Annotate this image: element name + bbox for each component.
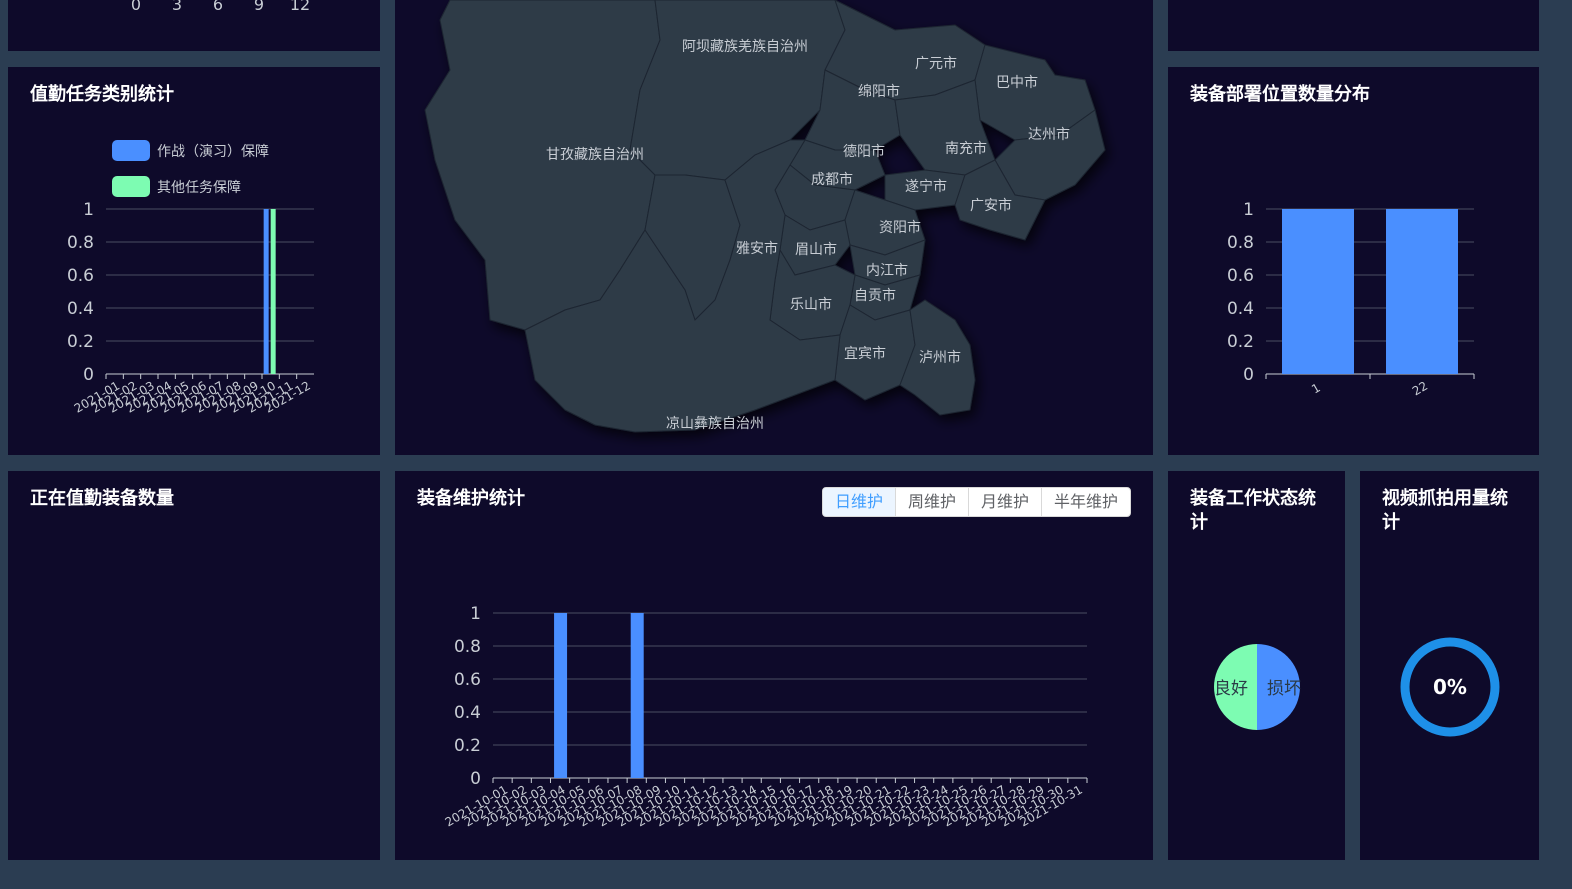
map-region-label: 南充市	[945, 140, 987, 157]
map-region-shape[interactable]	[899, 299, 976, 416]
map-panel: 阿坝藏族羌族自治州广元市巴中市绵阳市甘孜藏族自治州 德阳市 南充市 达州市成都市 遂宁市…	[395, 0, 1153, 455]
bar	[554, 613, 568, 778]
x-tick-label: 3	[172, 0, 182, 14]
map-region-label: 遂宁市	[905, 178, 947, 195]
top-left-axis: 0 3 6 9 12	[131, 0, 310, 14]
gauge-ring	[1400, 637, 1500, 737]
top-left-panel: 0 3 6 9 12	[8, 0, 380, 51]
map-region-label: 雅安市	[736, 240, 778, 257]
panel-title: 装备工作状态统计	[1190, 488, 1316, 533]
y-tick-label: 0	[1243, 365, 1254, 385]
maintenance-chart: 00.20.40.60.812021-10-012021-10-022021-1…	[443, 604, 1088, 829]
map-region-label: 凉山彝族自治州	[666, 416, 764, 432]
bar	[1386, 209, 1458, 374]
map-region-label: 巴中市	[996, 74, 1038, 91]
x-tick-label: 6	[213, 0, 223, 14]
work-status-pie: 良好 损坏	[1214, 644, 1301, 730]
y-tick-label: 0	[470, 769, 481, 789]
pie-slice	[1214, 644, 1257, 730]
y-tick-label: 0.8	[1227, 233, 1254, 253]
x-tick-label: 12	[290, 0, 310, 14]
pie-slice	[1257, 644, 1300, 730]
map-region-label: 绵阳市	[858, 83, 900, 100]
y-tick-label: 0.6	[67, 266, 94, 286]
tab-weekly[interactable]: 周维护	[894, 488, 968, 516]
x-tick-label: 9	[254, 0, 264, 14]
map-region-label: 达州市	[1028, 126, 1070, 143]
work-status-panel: 装备工作状态统计 良好 损坏	[1168, 471, 1345, 860]
map-region-label: 甘孜藏族自治州	[546, 147, 644, 163]
y-tick-label: 0.2	[67, 332, 94, 352]
tab-half-year[interactable]: 半年维护	[1040, 488, 1130, 516]
map-region-label: 内江市	[866, 262, 908, 279]
y-tick-label: 0.4	[454, 703, 481, 723]
panel-title: 装备维护统计	[417, 488, 525, 509]
y-tick-label: 0.4	[67, 299, 94, 319]
y-tick-label: 0.4	[1227, 299, 1254, 319]
map-region-label: 自贡市	[854, 287, 896, 304]
bar	[263, 209, 269, 374]
pie-label: 良好	[1214, 679, 1248, 699]
map-region-label: 眉山市	[795, 241, 837, 258]
map-region-label: 宜宾市	[844, 345, 886, 362]
map-region-label: 广安市	[970, 197, 1012, 214]
y-tick-label: 0.2	[454, 736, 481, 756]
on-duty-panel: 正在值勤装备数量	[8, 471, 380, 860]
panel-title: 正在值勤装备数量	[30, 488, 174, 509]
deploy-chart: 0 0.2 0.4 0.6 0.8 1 1 22	[1227, 200, 1475, 399]
x-tick-label: 1	[1309, 381, 1323, 397]
legend-label: 其他任务保障	[157, 180, 241, 196]
y-tick-label: 1	[83, 200, 94, 220]
panel-title: 装备部署位置数量分布	[1190, 84, 1370, 105]
legend-swatch	[112, 176, 150, 197]
x-tick-label: 22	[1410, 379, 1430, 399]
bar	[630, 613, 644, 778]
y-tick-label: 1	[470, 604, 481, 624]
y-tick-label: 0.6	[454, 670, 481, 690]
x-tick-label: 0	[131, 0, 141, 14]
y-tick-label: 1	[1243, 200, 1254, 220]
bar	[1282, 209, 1354, 374]
bar	[270, 209, 276, 374]
video-panel: 视频抓拍用量统计 0%	[1360, 471, 1539, 860]
deploy-panel: 装备部署位置数量分布 0 0.2 0.4 0.6 0.8 1 1 22	[1168, 67, 1539, 455]
duty-category-chart: 作战（演习）保障其他任务保障00.20.40.60.812021-012021-…	[67, 140, 314, 416]
map-region-shape[interactable]	[954, 159, 1046, 241]
map-region-label: 资阳市	[879, 219, 921, 236]
pie-label: 损坏	[1267, 679, 1301, 699]
map-region-label: 阿坝藏族羌族自治州	[682, 39, 808, 55]
map-region-label: 德阳市	[843, 143, 885, 160]
maintenance-period-tabs: 日维护 周维护 月维护 半年维护	[821, 487, 1131, 517]
map-region-shape[interactable]	[524, 139, 841, 433]
legend-swatch	[112, 140, 150, 161]
y-tick-label: 0.2	[1227, 332, 1254, 352]
map-region-label: 泸州市	[919, 349, 961, 366]
y-tick-label: 0.6	[1227, 266, 1254, 286]
panel-title: 值勤任务类别统计	[30, 84, 174, 105]
duty-category-panel: 值勤任务类别统计 作战（演习）保障 其他任务保障 0 0.2 0.4 0.6 0.8 1 202…	[8, 67, 380, 455]
y-tick-label: 0	[83, 365, 94, 385]
y-tick-label: 0.8	[67, 233, 94, 253]
tab-monthly[interactable]: 月维护	[967, 488, 1041, 516]
tab-daily[interactable]: 日维护	[822, 488, 895, 516]
video-gauge: 0%	[1400, 637, 1500, 737]
maintenance-panel: 装备维护统计 日维护 周维护 月维护 半年维护 0 0.2 0.4 0.6 0.8 1 20…	[395, 471, 1153, 860]
map-region-label: 广元市	[915, 55, 957, 72]
panel-title: 视频抓拍用量统计	[1382, 488, 1508, 533]
legend-label: 作战（演习）保障	[157, 144, 269, 160]
gauge-value: 0%	[1433, 675, 1467, 699]
y-tick-label: 0.8	[454, 637, 481, 657]
top-right-panel	[1168, 0, 1539, 51]
map-region-label: 乐山市	[790, 296, 832, 313]
map-region-label: 成都市	[811, 171, 853, 188]
